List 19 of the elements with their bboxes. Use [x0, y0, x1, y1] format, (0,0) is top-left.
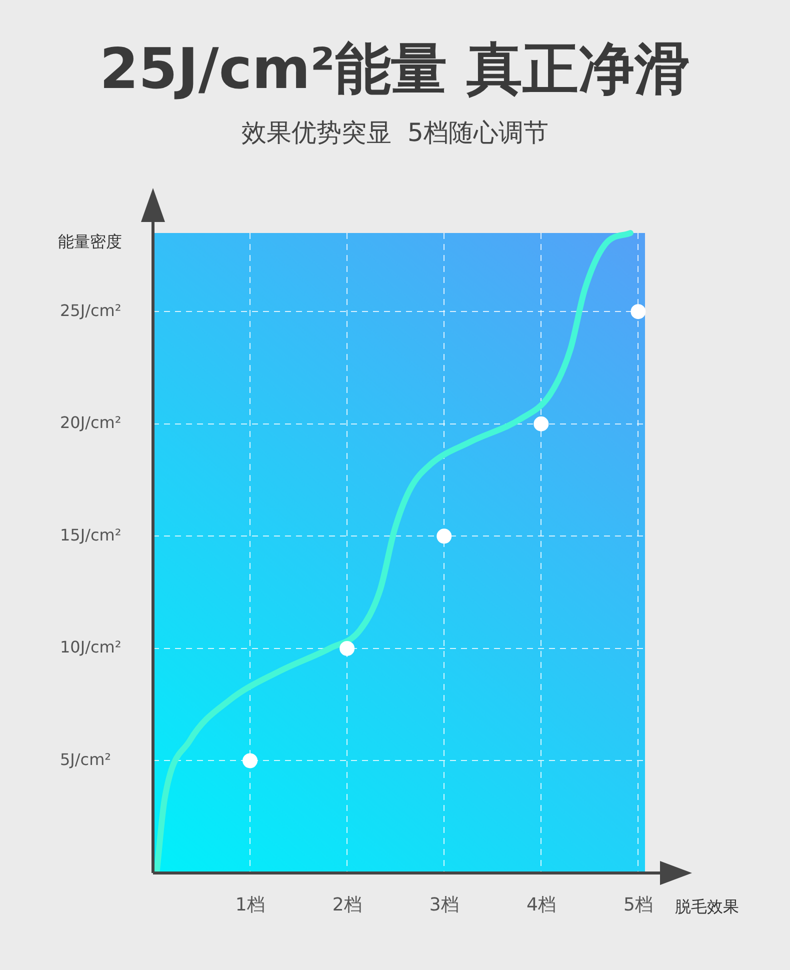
x-tick-label: 1档	[235, 894, 265, 916]
y-tick-label: 15J/cm²	[60, 525, 122, 544]
x-tick-label: 4档	[526, 894, 556, 916]
chart-subtitle: 效果优势突显 5档随心调节	[240, 117, 550, 149]
point	[534, 416, 549, 432]
chart-title: 25J/cm²能量 真正净滑	[98, 36, 692, 104]
point	[436, 528, 452, 544]
y-axis-title: 能量密度	[58, 232, 122, 253]
x-axis-title: 脱毛效果	[675, 897, 739, 918]
x-tick-label: 5档	[623, 894, 653, 916]
y-tick-label: 5J/cm²	[60, 750, 112, 769]
point	[242, 753, 258, 768]
y-tick-label: 20J/cm²	[60, 413, 122, 432]
y-tick-label: 25J/cm²	[60, 300, 122, 320]
point	[340, 640, 355, 656]
x-tick-label: 2档	[332, 894, 362, 916]
x-tick-label: 3档	[429, 894, 459, 916]
point	[630, 304, 646, 320]
y-tick-label: 10J/cm²	[60, 638, 122, 657]
